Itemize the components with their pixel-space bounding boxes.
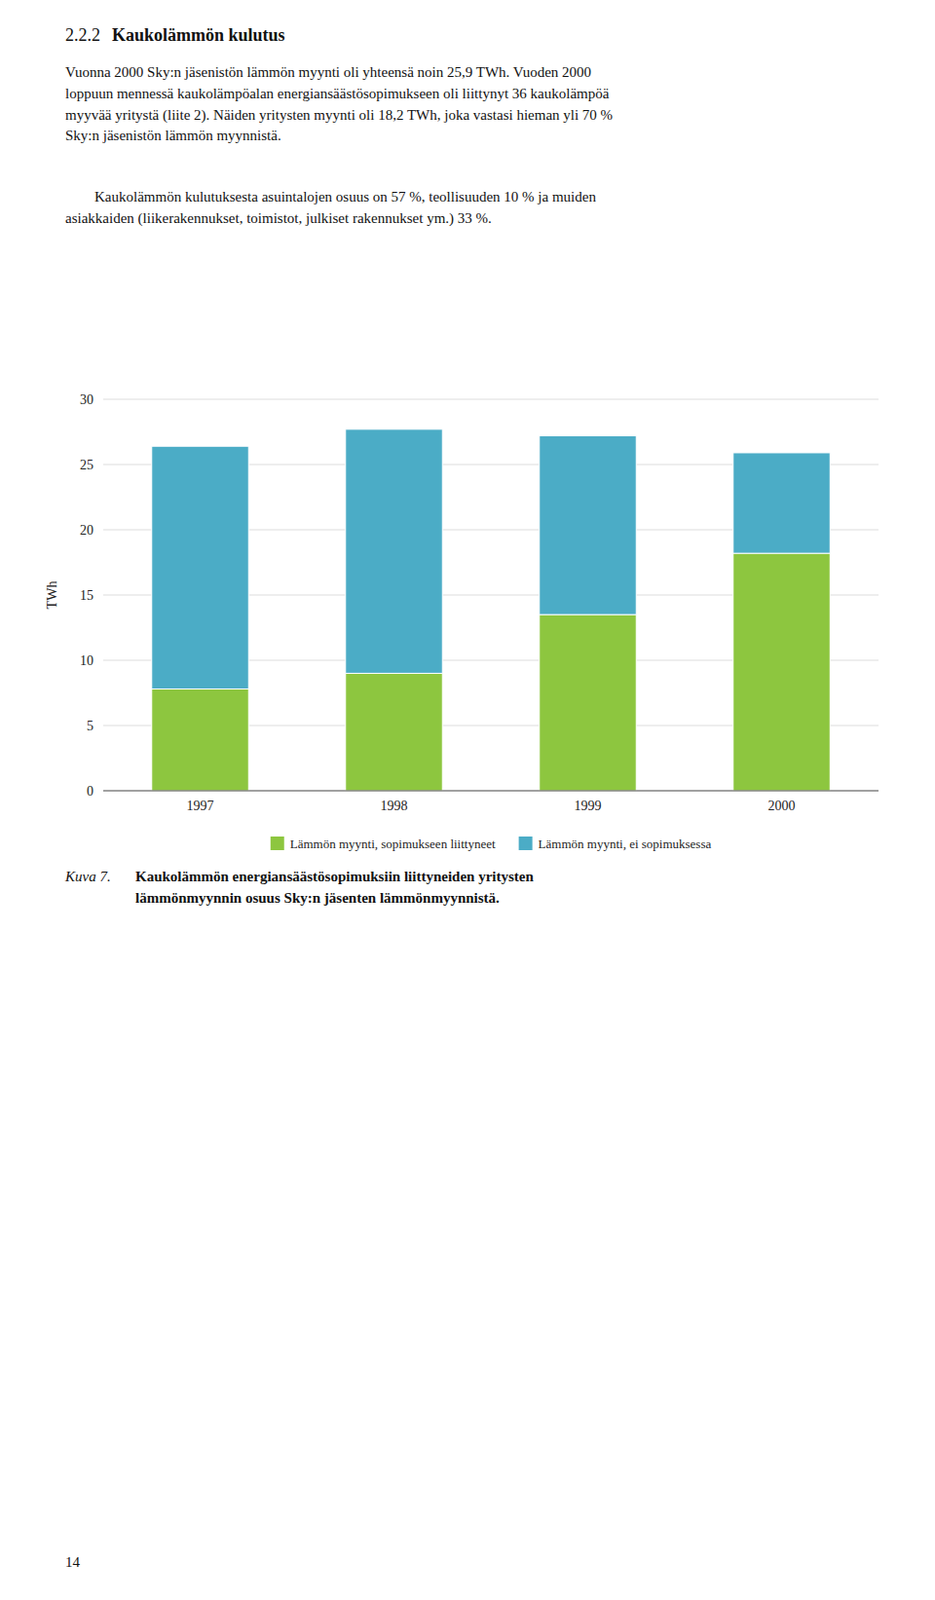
grid-line — [103, 399, 879, 401]
section-heading: 2.2.2Kaukolämmön kulutus — [65, 25, 286, 46]
caption-text: Kaukolämmön energiansäästösopimuksiin li… — [135, 866, 534, 910]
bar — [151, 688, 250, 791]
y-tick-label: 30 — [79, 392, 94, 408]
bar — [539, 436, 637, 616]
y-tick-label: 5 — [86, 718, 94, 734]
body-paragraph: Vuonna 2000 Sky:n jäsenistön lämmön myyn… — [65, 62, 903, 148]
bar — [539, 614, 637, 791]
y-tick-label: 0 — [86, 784, 94, 799]
legend-label: Lämmön myynti, ei sopimuksessa — [538, 836, 712, 852]
legend-swatch — [270, 836, 285, 851]
x-tick-label: 1997 — [187, 798, 215, 814]
bar — [151, 446, 250, 689]
x-tick-label: 1998 — [380, 798, 409, 814]
chart: 0 5 10 15 20 25 30 TWh 1997 1998 1999 2000 Lämmön my… — [0, 370, 935, 858]
section-title: Kaukolämmön kulutus — [112, 25, 286, 45]
section-number: 2.2.2 — [65, 25, 113, 46]
caption-label: Kuva 7. — [65, 866, 136, 910]
bar — [345, 673, 444, 791]
legend-swatch — [519, 836, 533, 851]
bar — [345, 429, 444, 674]
body-paragraph: Kaukolämmön kulutuksesta asuintalojen os… — [65, 187, 903, 230]
x-tick-label: 2000 — [768, 798, 796, 814]
legend: Lämmön myynti, sopimukseen liittyneet Läm… — [270, 836, 712, 852]
y-tick-label: 15 — [79, 588, 94, 603]
bars — [151, 429, 831, 791]
y-tick-label: 10 — [79, 653, 94, 669]
bar — [733, 553, 831, 791]
x-axis-line — [103, 790, 879, 792]
bar — [733, 452, 831, 554]
legend-label: Lämmön myynti, sopimukseen liittyneet — [290, 836, 496, 852]
y-tick-label: 20 — [79, 523, 94, 538]
y-tick-label: 25 — [79, 457, 94, 473]
grid-line — [103, 790, 879, 792]
y-axis-label: TWh — [44, 581, 60, 610]
x-tick-label: 1999 — [574, 798, 602, 814]
caption: Kuva 7.Kaukolämmön energiansäästösopimuk… — [65, 866, 534, 910]
page-number: 14 — [65, 1554, 80, 1571]
